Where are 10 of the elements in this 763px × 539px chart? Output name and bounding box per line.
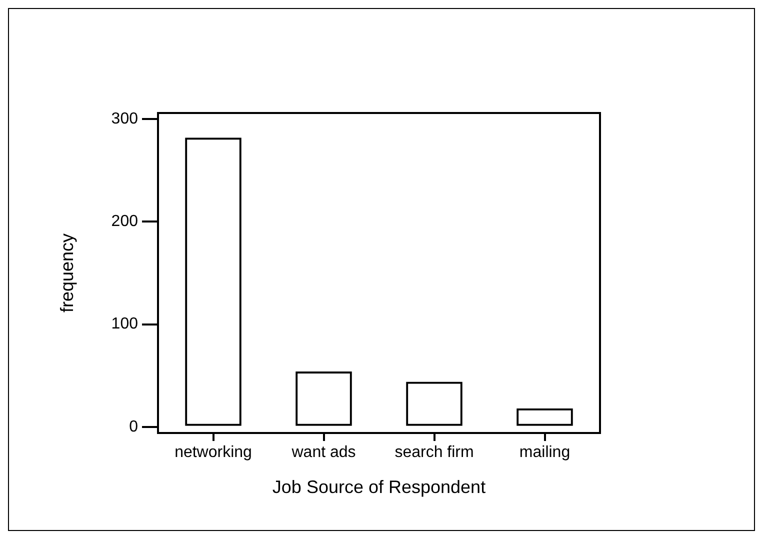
y-tick-label: 100 <box>111 316 138 333</box>
y-tick-label: 300 <box>111 110 138 128</box>
y-tick-label: 0 <box>129 418 138 436</box>
y-tick-label: 200 <box>111 213 138 230</box>
x-tick-label: search firm <box>394 444 474 462</box>
y-axis-title: frequency <box>56 233 77 313</box>
x-axis-title: Job Source of Respondent <box>272 477 486 498</box>
x-tick-label: mailing <box>519 444 570 462</box>
x-tick-label: want ads <box>290 444 356 462</box>
x-tick-label: networking <box>174 444 252 462</box>
